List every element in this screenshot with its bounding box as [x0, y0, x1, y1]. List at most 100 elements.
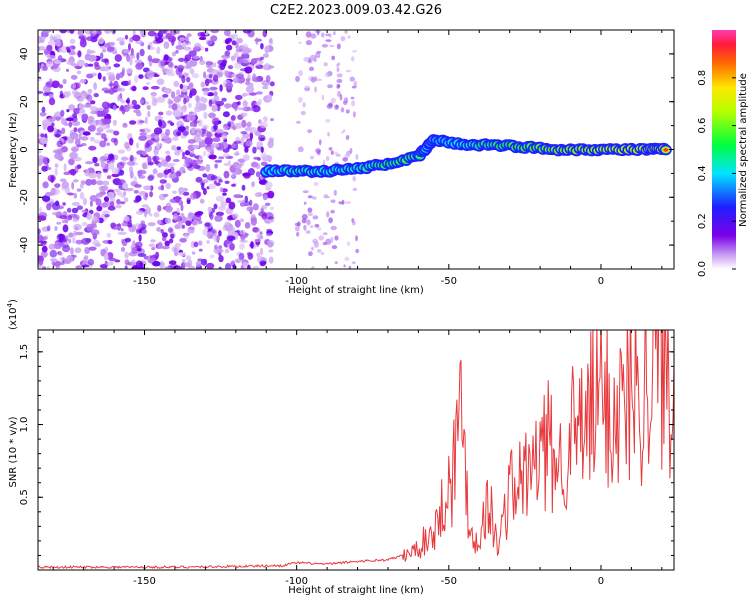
noise-speckle: [42, 65, 48, 71]
noise-speckle: [260, 161, 268, 166]
colorbar: 0.0 0.2 0.4 0.6 0.8 Normalized spectral ampl…: [697, 30, 749, 277]
noise-speckle: [171, 91, 176, 99]
noise-speckle: [67, 136, 71, 141]
noise-speckle: [226, 215, 233, 221]
noise-speckle: [349, 148, 353, 154]
noise-speckle: [139, 30, 144, 36]
noise-speckle: [296, 120, 301, 124]
noise-speckle: [173, 80, 180, 87]
noise-speckle: [185, 220, 192, 227]
noise-speckle: [224, 223, 234, 231]
noise-speckle: [165, 155, 171, 162]
noise-speckle: [138, 191, 147, 196]
noise-speckle: [120, 80, 130, 86]
noise-speckle: [147, 44, 151, 50]
noise-speckle: [122, 49, 131, 54]
noise-speckle: [106, 142, 110, 147]
noise-speckle: [244, 195, 248, 203]
noise-speckle: [101, 201, 109, 208]
noise-speckle: [128, 43, 131, 51]
noise-speckle: [176, 146, 181, 151]
noise-speckle: [96, 171, 102, 180]
noise-speckle: [345, 135, 350, 140]
noise-speckle: [176, 89, 181, 97]
noise-speckle: [116, 199, 121, 205]
noise-speckle: [67, 215, 73, 221]
noise-speckle: [121, 222, 129, 227]
spectrogram-y-axis: -40 -20 0 20 40: [19, 29, 674, 270]
noise-speckle: [88, 172, 97, 179]
noise-speckle: [38, 46, 46, 51]
noise-speckle: [79, 39, 87, 48]
noise-speckle: [165, 205, 173, 213]
noise-speckle: [71, 181, 75, 190]
noise-speckle: [193, 241, 199, 248]
noise-speckle: [86, 223, 94, 232]
noise-speckle: [180, 115, 186, 119]
noise-speckle: [106, 72, 115, 76]
noise-speckle: [165, 110, 173, 116]
noise-speckle: [302, 102, 306, 108]
noise-speckle: [310, 33, 317, 39]
noise-speckle: [236, 107, 246, 111]
noise-speckle: [316, 149, 321, 156]
noise-speckle: [56, 221, 62, 225]
noise-speckle: [336, 73, 343, 78]
noise-speckle: [46, 225, 51, 232]
noise-speckle: [252, 265, 260, 269]
noise-speckle: [325, 119, 331, 123]
noise-speckle: [79, 183, 84, 189]
noise-speckle: [51, 80, 60, 89]
noise-speckle: [89, 195, 98, 202]
noise-speckle: [112, 120, 118, 126]
noise-speckle: [217, 120, 222, 124]
noise-speckle: [113, 63, 121, 68]
noise-speckle: [186, 197, 191, 203]
noise-speckle: [242, 154, 250, 161]
noise-speckle: [109, 80, 113, 89]
noise-speckle: [84, 168, 90, 177]
noise-speckle: [315, 78, 323, 82]
noise-speckle: [238, 252, 245, 261]
noise-speckle: [47, 39, 57, 46]
noise-speckle: [151, 247, 156, 251]
noise-speckle: [143, 209, 148, 218]
noise-speckle: [115, 204, 122, 209]
noise-speckle: [117, 149, 126, 154]
noise-speckle: [343, 264, 346, 268]
noise-speckle: [76, 70, 82, 75]
noise-speckle: [144, 142, 150, 149]
noise-speckle: [345, 109, 350, 114]
noise-speckle: [165, 182, 171, 190]
snr-y-tick-label: 1.0: [19, 417, 30, 433]
noise-speckle: [181, 259, 186, 263]
noise-speckle: [73, 108, 81, 114]
noise-speckle: [159, 59, 166, 67]
spectrogram-panel: -150 -100 -50 0 -40 -20 0 20 40 Height of strai…: [8, 29, 675, 296]
noise-speckle: [310, 76, 316, 83]
noise-speckle: [212, 137, 221, 142]
noise-speckle: [46, 265, 51, 269]
noise-speckle: [308, 66, 315, 72]
noise-speckle: [329, 44, 335, 48]
snr-frame: [37, 329, 675, 571]
noise-speckle: [148, 243, 156, 248]
noise-speckle: [210, 175, 218, 180]
noise-speckle: [189, 68, 195, 75]
noise-speckle: [314, 86, 317, 93]
noise-speckle: [152, 74, 160, 78]
noise-speckle: [54, 183, 61, 189]
noise-speckle: [228, 201, 236, 210]
noise-speckle: [38, 215, 47, 221]
colorbar-axis: 0.0 0.2 0.4 0.6 0.8: [697, 70, 736, 277]
noise-speckle: [215, 195, 225, 202]
noise-speckle: [53, 34, 62, 41]
noise-speckle: [172, 109, 182, 117]
noise-speckle: [336, 153, 341, 157]
noise-speckle: [168, 238, 174, 244]
noise-speckle: [72, 236, 76, 244]
noise-speckle: [331, 55, 336, 61]
noise-speckle: [256, 252, 261, 258]
noise-speckle: [72, 83, 77, 89]
noise-speckle: [102, 180, 110, 186]
